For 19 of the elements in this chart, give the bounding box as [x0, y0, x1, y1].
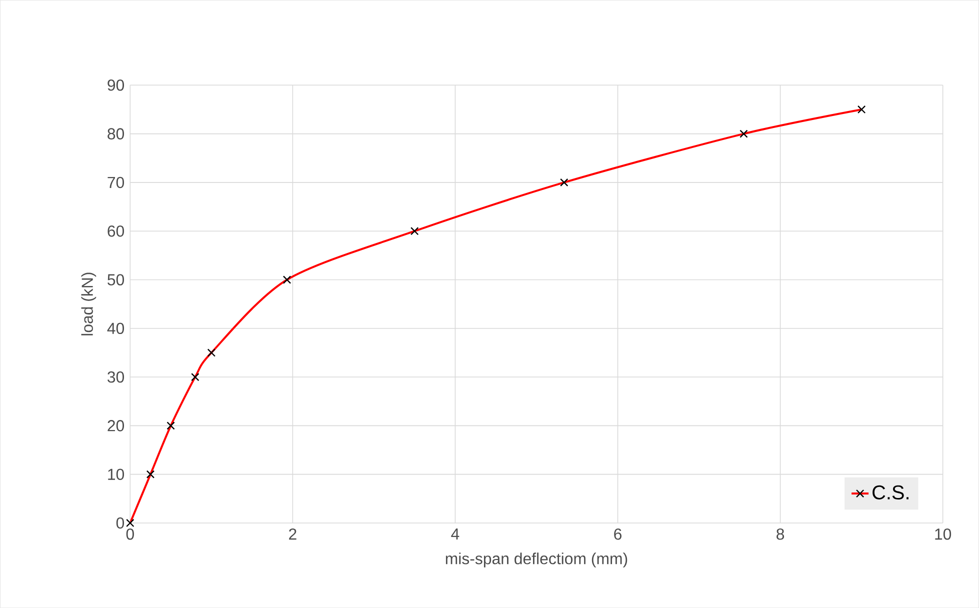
x-axis-title: mis-span deflectiom (mm): [446, 552, 628, 568]
y-tick-label: 40: [107, 322, 124, 334]
y-tick-label: 50: [108, 274, 124, 286]
y-tick-label: 10: [108, 468, 124, 480]
x-tick-label: 8: [776, 528, 784, 540]
x-tick-label: 4: [451, 528, 460, 540]
y-tick-label: 20: [108, 420, 124, 432]
x-tick-label: 0: [126, 528, 134, 540]
x-tick-label: 10: [935, 528, 952, 540]
y-tick-label: 60: [108, 225, 124, 237]
y-tick-label: 70: [108, 176, 124, 188]
y-tick-label: 0: [116, 517, 124, 529]
y-axis-title: load (kN): [81, 272, 96, 336]
y-tick-label: 90: [108, 79, 124, 91]
legend-label: C.S.: [872, 485, 908, 500]
x-tick-label: 6: [614, 528, 622, 540]
y-tick-label: 80: [108, 128, 124, 140]
y-tick-label: 30: [108, 371, 124, 383]
x-tick-label: 2: [289, 528, 296, 540]
